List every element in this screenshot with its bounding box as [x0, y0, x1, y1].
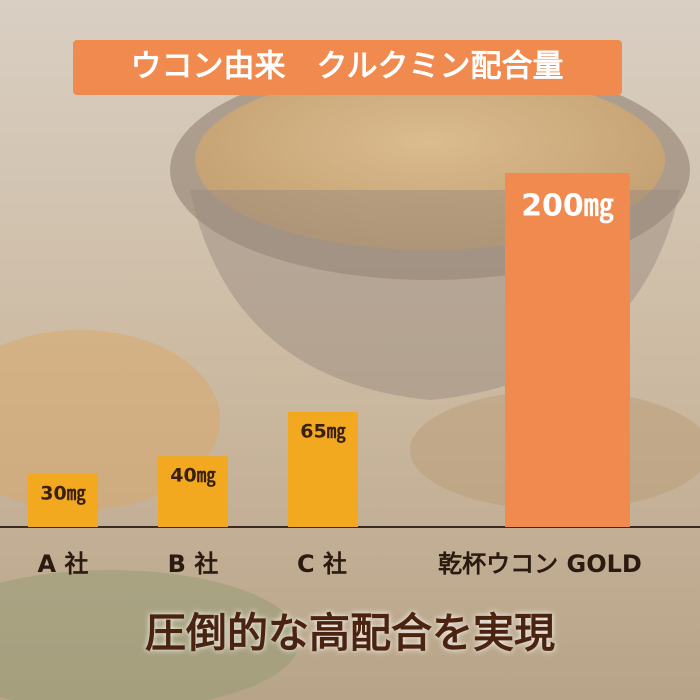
value-label: 40㎎	[170, 465, 215, 488]
chart-title: ウコン由来 クルクミン配合量	[130, 49, 563, 85]
x-tick-label: B 社	[168, 550, 219, 578]
value-label: 65㎎	[300, 420, 345, 443]
title-box	[73, 40, 622, 95]
value-label: 200㎎	[521, 189, 614, 225]
annotation-glow: 圧倒的な高配合を実現	[145, 609, 555, 657]
bar	[288, 411, 358, 527]
value-label: 30㎎	[40, 482, 85, 505]
bar	[505, 173, 630, 527]
annotation: 圧倒的な高配合を実現	[145, 609, 555, 657]
leaf	[0, 570, 300, 700]
bar	[158, 456, 228, 527]
x-tick-label: A 社	[38, 550, 89, 578]
bar	[28, 473, 98, 527]
x-tick-label: C 社	[297, 550, 347, 578]
x-tick-label: 乾杯ウコン GOLD	[438, 550, 642, 578]
